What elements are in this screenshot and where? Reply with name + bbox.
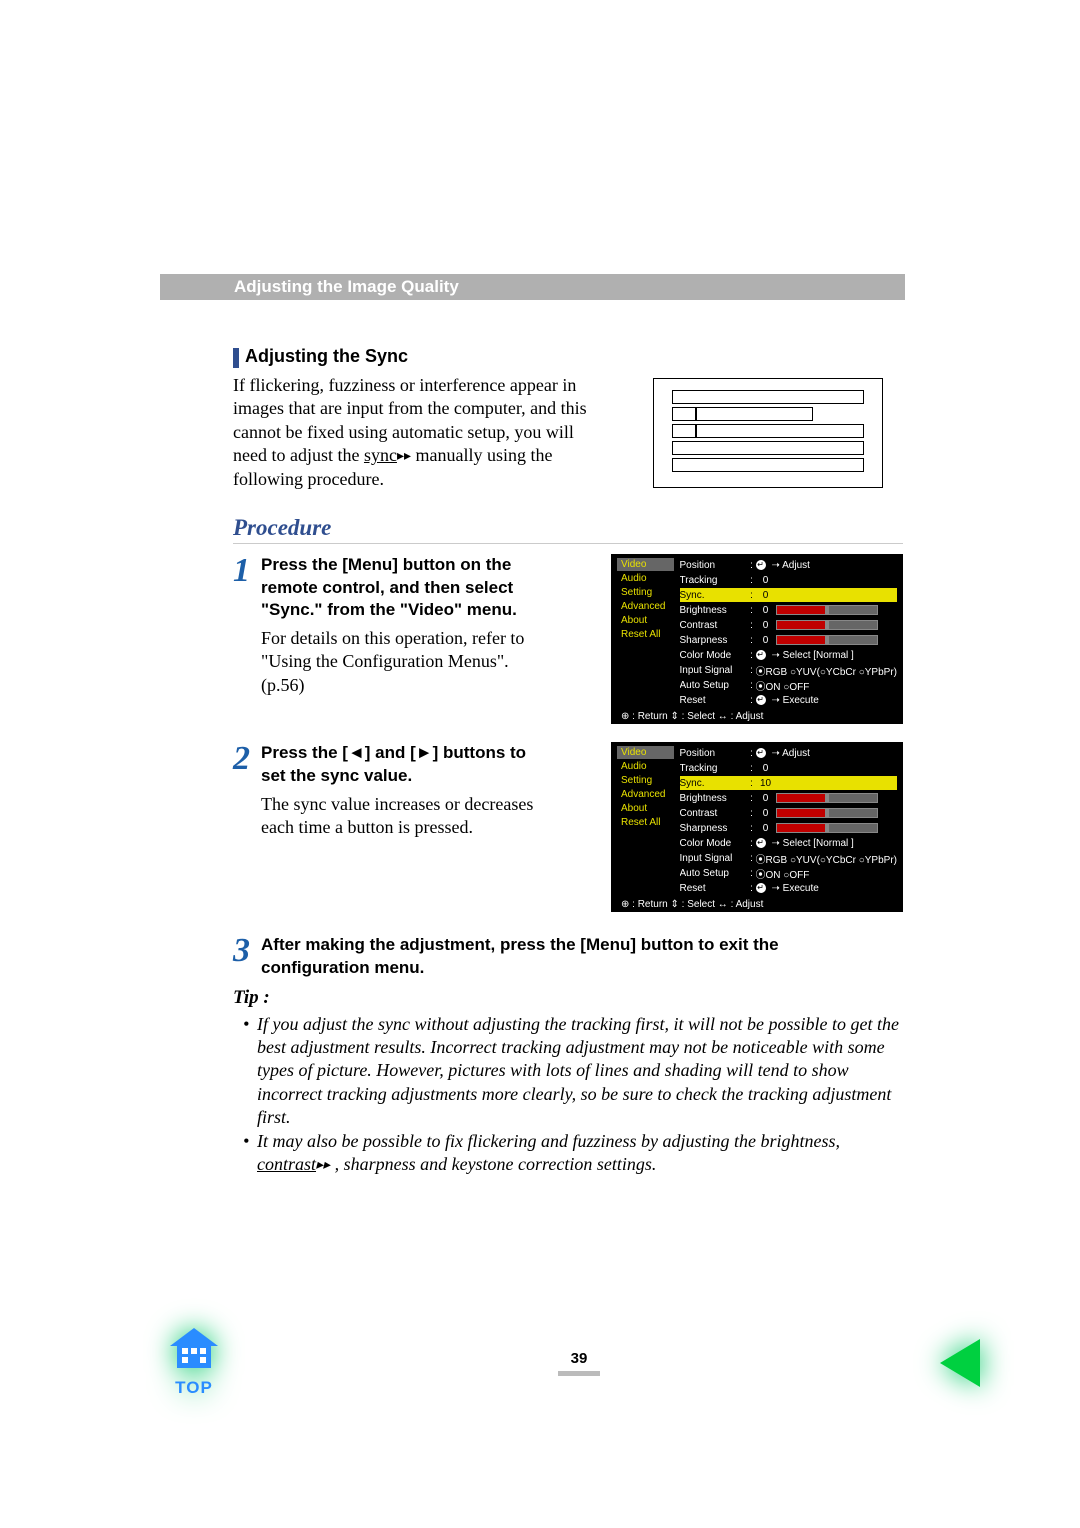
step-1: 1 Press the [Menu] button on the remote …: [233, 554, 903, 724]
tip-list: • If you adjust the sync without adjusti…: [243, 1013, 903, 1177]
osd-row: Position:↵ ➝ Adjust: [680, 558, 897, 572]
tip-item-2: • It may also be possible to fix flicker…: [243, 1130, 903, 1177]
osd-row: Contrast:0: [680, 806, 897, 820]
osd-row: Input Signal: ⦿RGB ○YUV(○YCbCr ○YPbPr): [680, 663, 897, 677]
header-title: Adjusting the Image Quality: [234, 274, 459, 300]
section-marker: [233, 348, 239, 368]
glossary-icon: ▸▸: [397, 449, 411, 464]
osd-footer-hint: ⊕ : Return ⇕ : Select ↔ : Adjust: [617, 711, 897, 722]
step-1-number: 1: [233, 554, 259, 724]
tip-item-1: • If you adjust the sync without adjusti…: [243, 1013, 903, 1130]
osd-row: Tracking:0: [680, 761, 897, 775]
osd-category: Setting: [617, 586, 674, 599]
sync-link[interactable]: sync: [364, 445, 397, 465]
tip-item-1-text: If you adjust the sync without adjusting…: [257, 1013, 903, 1130]
step-2-body: The sync value increases or decreases ea…: [261, 793, 541, 840]
tip-item-2-text-a: It may also be possible to fix flickerin…: [257, 1131, 840, 1151]
back-arrow-icon: [940, 1339, 980, 1387]
step-2-text-b: ] and [: [365, 743, 416, 762]
osd-category: Video: [617, 746, 674, 759]
step-2: 2 Press the [◄] and [►] buttons to set t…: [233, 742, 903, 912]
osd-row: Brightness:0: [680, 603, 897, 617]
back-button[interactable]: [940, 1339, 980, 1387]
step-2-instruction: Press the [◄] and [►] buttons to set the…: [261, 742, 541, 786]
step-1-instruction: Press the [Menu] button on the remote co…: [261, 554, 541, 620]
osd-row: Color Mode:↵ ➝ Select [Normal ]: [680, 648, 897, 662]
osd-row: Tracking:0: [680, 573, 897, 587]
home-icon: [170, 1328, 218, 1376]
osd-category: Advanced: [617, 788, 674, 801]
procedure-rule: [233, 543, 903, 545]
osd-category: Advanced: [617, 600, 674, 613]
osd-row: Brightness:0: [680, 791, 897, 805]
osd-row: Sync.:0: [680, 588, 897, 602]
left-arrow-icon: ◄: [348, 743, 365, 762]
step-2-text-a: Press the [: [261, 743, 348, 762]
osd-category: About: [617, 802, 674, 815]
page-number: 39: [558, 1350, 600, 1367]
intro-paragraph: If flickering, fuzziness or interference…: [233, 374, 588, 491]
step-1-body: For details on this operation, refer to …: [261, 627, 541, 697]
page-number-underline: [558, 1371, 600, 1376]
osd-row: Contrast:0: [680, 618, 897, 632]
top-label: TOP: [170, 1378, 218, 1398]
osd-row: Reset:↵ ➝ Execute: [680, 693, 897, 707]
osd-row: Sync.:10: [680, 776, 897, 790]
glossary-icon: ▸▸: [316, 1158, 330, 1173]
osd-category: Audio: [617, 760, 674, 773]
tip-label: Tip :: [233, 987, 903, 1009]
osd-category: Reset All: [617, 628, 674, 641]
osd-category: Reset All: [617, 816, 674, 829]
osd-category: Video: [617, 558, 674, 571]
osd-category: Setting: [617, 774, 674, 787]
osd-footer-hint: ⊕ : Return ⇕ : Select ↔ : Adjust: [617, 899, 897, 910]
osd-row: Color Mode:↵ ➝ Select [Normal ]: [680, 836, 897, 850]
osd-row: Sharpness:0: [680, 821, 897, 835]
procedure-heading: Procedure: [233, 515, 903, 541]
contrast-link[interactable]: contrast: [257, 1154, 316, 1174]
section-heading-row: Adjusting the Sync: [233, 346, 903, 368]
osd-row: Reset:↵ ➝ Execute: [680, 881, 897, 895]
osd-menu-2: VideoAudioSettingAdvancedAboutReset All P…: [611, 742, 903, 912]
osd-row: Input Signal: ⦿RGB ○YUV(○YCbCr ○YPbPr): [680, 851, 897, 865]
tip-item-2-text-b: , sharpness and keystone correction sett…: [330, 1154, 656, 1174]
step-3-instruction: After making the adjustment, press the […: [261, 934, 881, 978]
step-3-number: 3: [233, 934, 259, 978]
right-arrow-icon: ►: [416, 743, 433, 762]
osd-menu-1: VideoAudioSettingAdvancedAboutReset All P…: [611, 554, 903, 724]
page: Adjusting the Image Quality Adjusting th…: [0, 0, 1080, 1528]
top-button[interactable]: TOP: [170, 1328, 218, 1398]
step-2-number: 2: [233, 742, 259, 912]
section-title: Adjusting the Sync: [245, 346, 408, 367]
osd-row: Sharpness:0: [680, 633, 897, 647]
osd-category: Audio: [617, 572, 674, 585]
page-footer: TOP 39: [0, 1328, 1080, 1398]
flicker-diagram: [653, 378, 883, 488]
osd-row: Auto Setup: ⦿ON ○OFF: [680, 866, 897, 880]
osd-row: Auto Setup: ⦿ON ○OFF: [680, 678, 897, 692]
step-3: 3 After making the adjustment, press the…: [233, 934, 903, 978]
osd-category: About: [617, 614, 674, 627]
osd-row: Position:↵ ➝ Adjust: [680, 746, 897, 760]
content-area: Adjusting the Sync If flickering, fuzzin…: [233, 346, 903, 1176]
